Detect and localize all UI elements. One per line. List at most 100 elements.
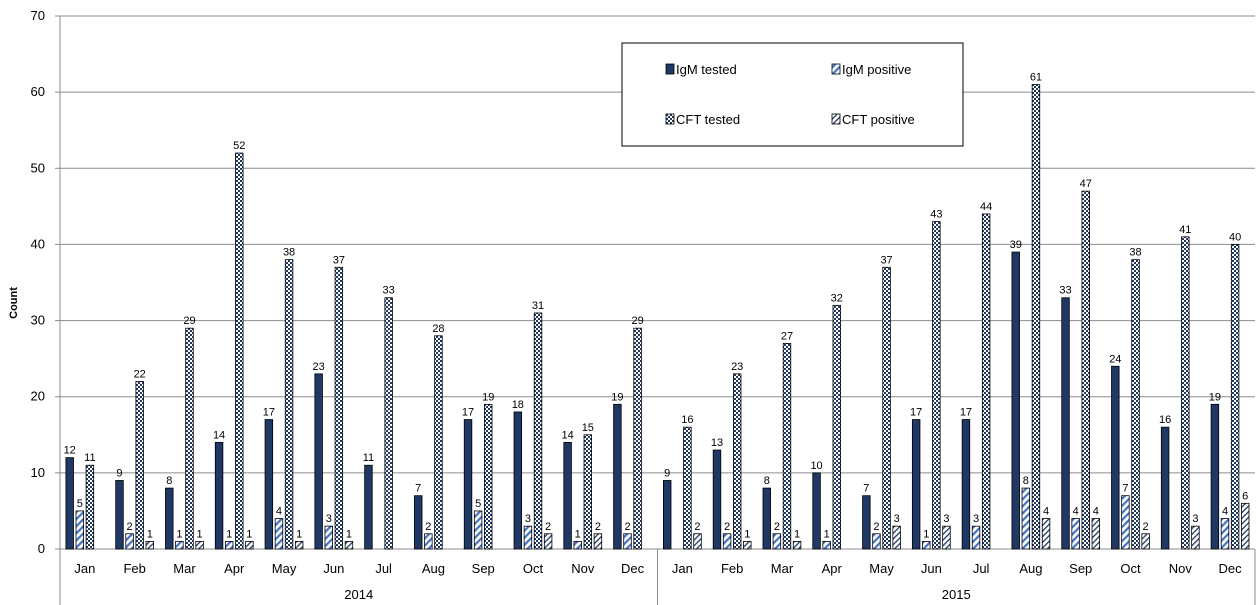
bar-value-label: 1 <box>176 528 182 540</box>
bar-value-label: 2 <box>624 521 630 533</box>
bar-value-label: 32 <box>831 292 843 304</box>
x-axis-labels: Jan Feb Mar Apr May Jun Jul Aug Sep Oct Nov Dec Jan F… <box>59 549 1256 605</box>
x-group-label: 2014 <box>344 587 373 602</box>
bar-solid <box>414 495 423 550</box>
bar-value-label: 38 <box>1129 247 1141 259</box>
bar-value-label: 5 <box>475 498 481 510</box>
bar-solid <box>812 472 821 550</box>
bar-stripes <box>772 533 782 550</box>
y-tick-label: 30 <box>31 313 45 328</box>
bar-value-label: 2 <box>694 521 700 533</box>
bar-checker <box>85 464 95 550</box>
bar-value-label: 3 <box>894 513 900 525</box>
bar-checker <box>583 434 593 550</box>
bar-stripes <box>872 533 881 550</box>
bar-value-label: 16 <box>1159 414 1171 426</box>
bar-checker <box>732 373 742 550</box>
bar-value-label: 47 <box>1080 178 1092 190</box>
bar-value-label: 40 <box>1229 231 1241 243</box>
bar-checker <box>434 335 443 550</box>
bar-value-label: 9 <box>664 467 670 479</box>
bar-checker <box>1181 236 1190 550</box>
bar-diagonal <box>294 540 304 550</box>
bar-value-label: 2 <box>545 521 551 533</box>
bar-solid <box>165 487 174 550</box>
bar-value-label: 37 <box>333 254 345 266</box>
bar-diagonal <box>1191 525 1200 550</box>
bar-checker <box>384 297 393 550</box>
bar-value-label: 3 <box>525 513 531 525</box>
legend: IgM tested IgM positive CFT tested CFT posi… <box>621 42 964 147</box>
bar-solid <box>911 419 921 550</box>
bar-checker <box>1131 259 1140 550</box>
bar-value-label: 19 <box>1209 391 1221 403</box>
bar-diagonal <box>543 533 553 550</box>
bar-stripes <box>1220 518 1230 550</box>
legend-label: CFT positive <box>842 112 915 127</box>
bar-solid <box>613 403 622 550</box>
bar-stripes <box>573 540 582 550</box>
bar-stripes <box>175 540 184 550</box>
bar-solid <box>264 419 274 550</box>
bar-checker <box>981 213 991 550</box>
bar-solid <box>563 441 572 550</box>
bar-diagonal <box>245 540 254 550</box>
x-tick-label: Feb <box>721 561 743 576</box>
bar-value-label: 24 <box>1109 353 1121 365</box>
bar-checker <box>484 403 493 550</box>
bar-checker <box>284 259 294 550</box>
legend-swatch <box>831 63 841 75</box>
x-tick-label: Aug <box>1019 561 1042 576</box>
legend-swatch <box>665 63 675 75</box>
bar-value-label: 17 <box>263 407 275 419</box>
bar-solid <box>463 419 473 550</box>
bar-value-label: 61 <box>1030 72 1042 84</box>
bar-value-label: 13 <box>711 437 723 449</box>
bar-value-label: 17 <box>462 407 474 419</box>
bar-value-label: 4 <box>1043 506 1049 518</box>
bar-value-label: 14 <box>213 429 225 441</box>
x-tick-label: Jan <box>672 561 693 576</box>
bar-diagonal <box>1091 518 1101 550</box>
bar-value-label: 1 <box>794 528 800 540</box>
x-tick-label: Mar <box>173 561 196 576</box>
y-tick-label: 10 <box>31 465 45 480</box>
bar-solid <box>662 480 672 550</box>
bar-value-label: 38 <box>283 247 295 259</box>
bar-solid <box>1111 365 1120 550</box>
bar-value-label: 22 <box>134 368 146 380</box>
bar-diagonal <box>1041 518 1051 550</box>
bar-value-label: 52 <box>233 140 245 152</box>
bar-solid <box>364 464 373 550</box>
x-tick-label: Aug <box>422 561 445 576</box>
bar-stripes <box>822 540 831 550</box>
bar-value-label: 18 <box>512 399 524 411</box>
bar-value-label: 1 <box>923 528 929 540</box>
bar-stripes <box>1021 487 1031 550</box>
x-tick-label: Jul <box>375 561 392 576</box>
x-tick-label: Sep <box>472 561 495 576</box>
x-tick-label: Nov <box>571 561 595 576</box>
bar-stripes <box>224 540 234 550</box>
bar-stripes <box>1121 495 1130 550</box>
bar-value-label: 17 <box>910 407 922 419</box>
bar-value-label: 44 <box>980 201 992 213</box>
bar-value-label: 28 <box>432 323 444 335</box>
bar-value-label: 9 <box>116 467 122 479</box>
x-tick-label: May <box>272 561 297 576</box>
bar-value-label: 1 <box>346 528 352 540</box>
bar-value-label: 4 <box>1093 506 1099 518</box>
bar-checker <box>1081 190 1090 550</box>
legend-box <box>621 42 964 147</box>
bar-stripes <box>722 533 732 550</box>
bar-stripes <box>971 525 981 550</box>
bar-value-label: 1 <box>824 528 830 540</box>
bar-value-label: 16 <box>681 414 693 426</box>
bar-solid <box>961 419 971 550</box>
bar-value-label: 2 <box>774 521 780 533</box>
bar-value-label: 3 <box>943 513 949 525</box>
bar-stripes <box>922 540 931 550</box>
bar-value-label: 17 <box>960 407 972 419</box>
bar-value-label: 4 <box>1222 506 1228 518</box>
